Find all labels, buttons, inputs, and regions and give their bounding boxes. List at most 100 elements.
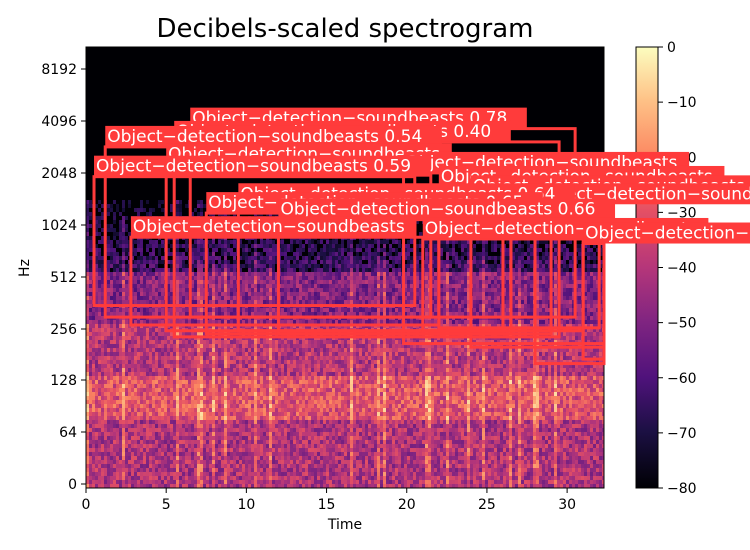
spectrogram-cell (125, 412, 128, 416)
spectrogram-cell (311, 452, 314, 456)
spectrogram-cell (152, 408, 155, 412)
spectrogram-cell (113, 236, 116, 240)
spectrogram-cell (194, 384, 197, 388)
spectrogram-cell (263, 320, 266, 324)
spectrogram-cell (131, 328, 134, 332)
spectrogram-cell (161, 384, 164, 388)
spectrogram-cell (122, 252, 125, 256)
spectrogram-cell (200, 296, 203, 300)
spectrogram-cell (230, 388, 233, 392)
spectrogram-cell (239, 300, 242, 304)
spectrogram-cell (113, 432, 116, 436)
spectrogram-cell (254, 372, 257, 376)
spectrogram-cell (89, 200, 92, 204)
spectrogram-cell (215, 404, 218, 408)
spectrogram-cell (203, 284, 206, 288)
spectrogram-cell (215, 452, 218, 456)
spectrogram-cell (185, 456, 188, 460)
spectrogram-cell (110, 368, 113, 372)
spectrogram-cell (245, 296, 248, 300)
spectrogram-cell (176, 360, 179, 364)
spectrogram-cell (239, 356, 242, 360)
spectrogram-cell (86, 308, 89, 312)
spectrogram-cell (200, 364, 203, 368)
spectrogram-cell (284, 480, 287, 484)
spectrogram-cell (266, 288, 269, 292)
spectrogram-cell (227, 432, 230, 436)
spectrogram-cell (296, 248, 299, 252)
spectrogram-cell (86, 312, 89, 316)
spectrogram-cell (122, 468, 125, 472)
spectrogram-cell (170, 344, 173, 348)
spectrogram-cell (257, 372, 260, 376)
spectrogram-cell (149, 240, 152, 244)
spectrogram-cell (167, 376, 170, 380)
spectrogram-cell (227, 420, 230, 424)
spectrogram-cell (152, 268, 155, 272)
spectrogram-cell (275, 352, 278, 356)
spectrogram-cell (266, 372, 269, 376)
spectrogram-cell (218, 368, 221, 372)
spectrogram-cell (302, 384, 305, 388)
spectrogram-cell (152, 328, 155, 332)
spectrogram-cell (215, 456, 218, 460)
spectrogram-cell (272, 268, 275, 272)
spectrogram-cell (308, 380, 311, 384)
spectrogram-cell (242, 448, 245, 452)
spectrogram-cell (137, 312, 140, 316)
spectrogram-cell (149, 456, 152, 460)
spectrogram-cell (176, 288, 179, 292)
spectrogram-cell (287, 248, 290, 252)
spectrogram-cell (266, 468, 269, 472)
spectrogram-cell (269, 392, 272, 396)
spectrogram-cell (125, 344, 128, 348)
spectrogram-cell (146, 280, 149, 284)
spectrogram-cell (302, 400, 305, 404)
spectrogram-cell (308, 256, 311, 260)
spectrogram-cell (224, 380, 227, 384)
spectrogram-cell (293, 360, 296, 364)
spectrogram-cell (269, 276, 272, 280)
spectrogram-cell (92, 404, 95, 408)
spectrogram-cell (140, 264, 143, 268)
spectrogram-cell (239, 288, 242, 292)
spectrogram-cell (107, 228, 110, 232)
spectrogram-cell (299, 280, 302, 284)
spectrogram-cell (233, 256, 236, 260)
spectrogram-cell (263, 428, 266, 432)
spectrogram-cell (308, 244, 311, 248)
spectrogram-cell (185, 240, 188, 244)
spectrogram-cell (263, 448, 266, 452)
spectrogram-cell (287, 312, 290, 316)
spectrogram-cell (299, 252, 302, 256)
spectrogram-cell (284, 288, 287, 292)
spectrogram-cell (197, 456, 200, 460)
spectrogram-cell (290, 244, 293, 248)
spectrogram-cell (203, 372, 206, 376)
spectrogram-cell (89, 256, 92, 260)
spectrogram-cell (203, 300, 206, 304)
spectrogram-cell (272, 436, 275, 440)
spectrogram-cell (200, 348, 203, 352)
spectrogram-cell (182, 468, 185, 472)
spectrogram-cell (266, 428, 269, 432)
spectrogram-cell (254, 356, 257, 360)
spectrogram-cell (95, 380, 98, 384)
spectrogram-cell (89, 224, 92, 228)
spectrogram-cell (146, 360, 149, 364)
spectrogram-cell (125, 388, 128, 392)
spectrogram-cell (110, 228, 113, 232)
spectrogram-cell (245, 460, 248, 464)
spectrogram-cell (161, 320, 164, 324)
spectrogram-cell (86, 284, 89, 288)
spectrogram-cell (308, 320, 311, 324)
spectrogram-cell (248, 436, 251, 440)
spectrogram-cell (209, 264, 212, 268)
spectrogram-cell (236, 448, 239, 452)
spectrogram-cell (176, 480, 179, 484)
spectrogram-cell (137, 436, 140, 440)
spectrogram-cell (170, 364, 173, 368)
spectrogram-cell (176, 388, 179, 392)
spectrogram-cell (212, 364, 215, 368)
spectrogram-cell (161, 432, 164, 436)
